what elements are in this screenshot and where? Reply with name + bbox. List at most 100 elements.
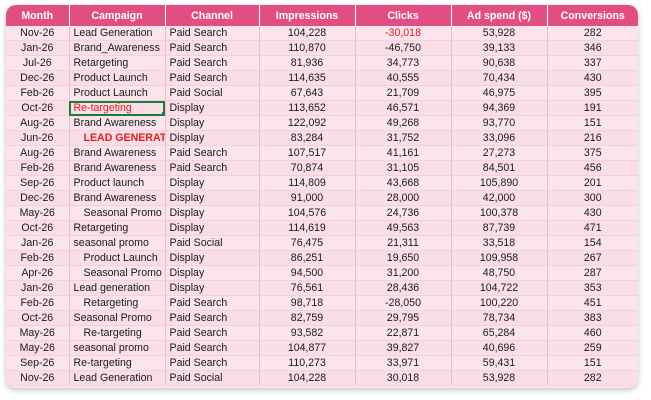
cell-channel[interactable]: Paid Search [165,325,260,341]
cell-clicks[interactable]: 49,268 [355,115,452,131]
cell-ad-spend[interactable]: 40,696 [451,340,548,356]
cell-campaign[interactable]: Re-targeting [69,100,166,116]
cell-clicks[interactable]: 43,668 [355,175,452,191]
cell-ad-spend[interactable]: 78,734 [451,310,548,326]
cell-clicks[interactable]: -46,750 [355,40,452,56]
cell-impressions[interactable]: 104,877 [259,340,356,356]
cell-impressions[interactable]: 76,475 [259,235,356,251]
header-impressions[interactable]: Impressions [259,5,356,26]
cell-ad-spend[interactable]: 46,975 [451,85,548,101]
cell-ad-spend[interactable]: 105,890 [451,175,548,191]
cell-channel[interactable]: Display [165,190,260,206]
cell-campaign[interactable]: Retargeting [69,55,166,71]
cell-channel[interactable]: Paid Search [165,295,260,311]
cell-month[interactable]: Sep-26 [6,175,70,191]
cell-month[interactable]: Oct-26 [6,220,70,236]
cell-month[interactable]: Oct-26 [6,310,70,326]
cell-clicks[interactable]: -28,050 [355,295,452,311]
cell-channel[interactable]: Display [165,175,260,191]
cell-channel[interactable]: Display [165,100,260,116]
cell-impressions[interactable]: 91,000 [259,190,356,206]
cell-conversions[interactable]: 456 [547,160,638,176]
cell-clicks[interactable]: 24,736 [355,205,452,221]
cell-month[interactable]: May-26 [6,205,70,221]
cell-campaign[interactable]: Product Launch [69,250,166,266]
cell-campaign[interactable]: Product Launch [69,85,166,101]
cell-month[interactable]: May-26 [6,340,70,356]
cell-ad-spend[interactable]: 65,284 [451,325,548,341]
cell-month[interactable]: Feb-26 [6,160,70,176]
cell-month[interactable]: Feb-26 [6,250,70,266]
cell-clicks[interactable]: 22,871 [355,325,452,341]
cell-impressions[interactable]: 82,759 [259,310,356,326]
cell-ad-spend[interactable]: 53,928 [451,370,548,386]
cell-channel[interactable]: Paid Search [165,26,260,41]
cell-month[interactable]: Aug-26 [6,115,70,131]
cell-conversions[interactable]: 353 [547,280,638,296]
cell-impressions[interactable]: 114,619 [259,220,356,236]
cell-ad-spend[interactable]: 59,431 [451,355,548,371]
cell-channel[interactable]: Display [165,250,260,266]
cell-month[interactable]: Oct-26 [6,100,70,116]
cell-channel[interactable]: Display [165,220,260,236]
cell-impressions[interactable]: 114,809 [259,175,356,191]
cell-conversions[interactable]: 471 [547,220,638,236]
cell-impressions[interactable]: 94,500 [259,265,356,281]
cell-conversions[interactable]: 282 [547,370,638,386]
cell-channel[interactable]: Paid Search [165,145,260,161]
cell-impressions[interactable]: 86,251 [259,250,356,266]
cell-impressions[interactable]: 114,635 [259,70,356,86]
cell-channel[interactable]: Paid Search [165,55,260,71]
cell-channel[interactable]: Paid Search [165,340,260,356]
cell-impressions[interactable]: 98,718 [259,295,356,311]
cell-channel[interactable]: Display [165,280,260,296]
header-month[interactable]: Month [6,5,70,26]
cell-conversions[interactable]: 375 [547,145,638,161]
cell-campaign[interactable]: Seasonal Promo [69,310,166,326]
cell-channel[interactable]: Display [165,205,260,221]
cell-ad-spend[interactable]: 100,220 [451,295,548,311]
cell-impressions[interactable]: 110,870 [259,40,356,56]
cell-clicks[interactable]: 19,650 [355,250,452,266]
cell-channel[interactable]: Paid Search [165,40,260,56]
cell-clicks[interactable]: -30,018 [355,26,452,41]
cell-channel[interactable]: Paid Social [165,370,260,386]
cell-clicks[interactable]: 39,827 [355,340,452,356]
cell-month[interactable]: Dec-26 [6,190,70,206]
cell-campaign[interactable]: Retargeting [69,220,166,236]
cell-channel[interactable]: Display [165,115,260,131]
cell-ad-spend[interactable]: 42,000 [451,190,548,206]
cell-conversions[interactable]: 337 [547,55,638,71]
cell-ad-spend[interactable]: 48,750 [451,265,548,281]
cell-ad-spend[interactable]: 100,378 [451,205,548,221]
cell-impressions[interactable]: 104,228 [259,370,356,386]
cell-conversions[interactable]: 430 [547,205,638,221]
cell-impressions[interactable]: 104,576 [259,205,356,221]
cell-ad-spend[interactable]: 70,434 [451,70,548,86]
cell-campaign[interactable]: Brand Awareness [69,145,166,161]
cell-conversions[interactable]: 216 [547,130,638,146]
cell-impressions[interactable]: 113,652 [259,100,356,116]
cell-impressions[interactable]: 83,284 [259,130,356,146]
cell-ad-spend[interactable]: 84,501 [451,160,548,176]
cell-conversions[interactable]: 395 [547,85,638,101]
cell-month[interactable]: Jan-26 [6,235,70,251]
cell-clicks[interactable]: 29,795 [355,310,452,326]
cell-campaign[interactable]: Re-targeting [69,355,166,371]
cell-clicks[interactable]: 31,752 [355,130,452,146]
cell-conversions[interactable]: 201 [547,175,638,191]
cell-campaign[interactable]: Brand Awareness [69,160,166,176]
cell-campaign[interactable]: Re-targeting [69,325,166,341]
cell-conversions[interactable]: 151 [547,115,638,131]
cell-impressions[interactable]: 107,517 [259,145,356,161]
cell-clicks[interactable]: 33,971 [355,355,452,371]
cell-clicks[interactable]: 31,200 [355,265,452,281]
cell-conversions[interactable]: 300 [547,190,638,206]
cell-clicks[interactable]: 46,571 [355,100,452,116]
cell-ad-spend[interactable]: 27,273 [451,145,548,161]
cell-conversions[interactable]: 191 [547,100,638,116]
header-campaign[interactable]: Campaign [69,5,166,26]
cell-ad-spend[interactable]: 33,518 [451,235,548,251]
cell-clicks[interactable]: 21,311 [355,235,452,251]
cell-month[interactable]: Dec-26 [6,70,70,86]
